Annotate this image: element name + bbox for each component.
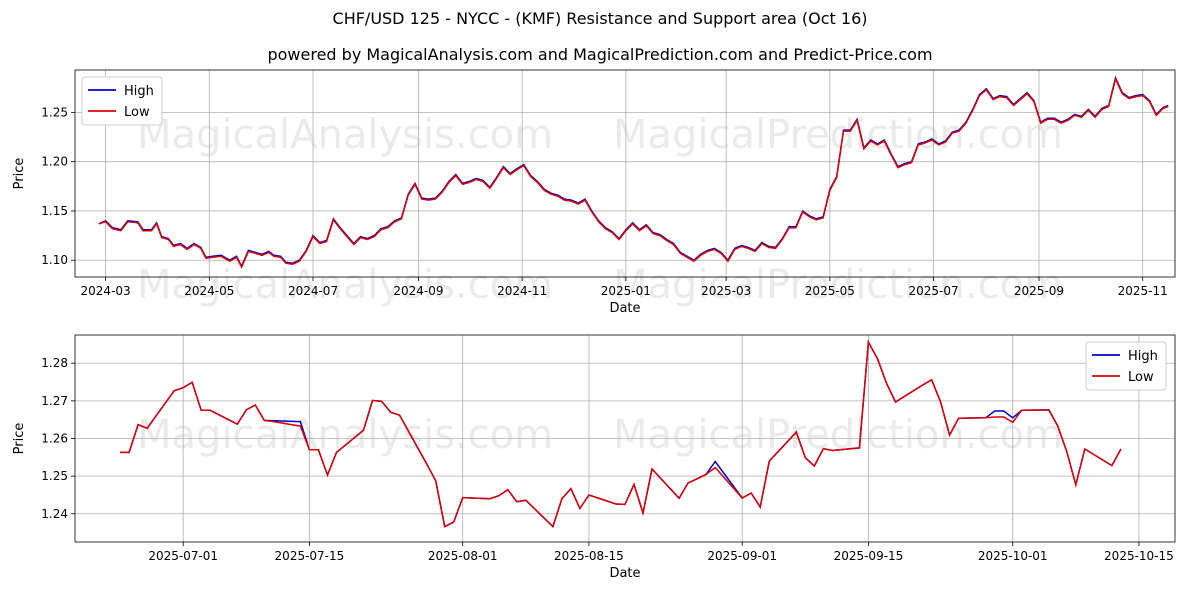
- x-tick-label: 2024-05: [184, 284, 234, 298]
- y-tick-label: 1.25: [41, 105, 68, 119]
- x-tick-label: 2025-07-01: [148, 549, 218, 563]
- x-tick-label: 2025-05: [805, 284, 855, 298]
- legend-box: [81, 76, 163, 126]
- watermark-text: MagicalAnalysis.com: [137, 112, 553, 158]
- legend-box: [1085, 341, 1167, 391]
- y-tick-label: 1.10: [41, 253, 68, 267]
- chart-subtitle: powered by MagicalAnalysis.com and Magic…: [267, 45, 933, 64]
- watermark-text: MagicalAnalysis.com: [137, 262, 553, 308]
- y-axis-label: Price: [12, 158, 27, 190]
- x-axis-label: Date: [609, 566, 640, 581]
- x-tick-label: 2025-10-01: [978, 549, 1048, 563]
- x-tick-label: 2025-07-15: [275, 549, 345, 563]
- series-line-low: [98, 76, 1169, 269]
- x-tick-label: 2025-07: [909, 284, 959, 298]
- y-tick-label: 1.28: [41, 356, 68, 370]
- x-tick-label: 2025-11: [1118, 284, 1168, 298]
- x-tick-label: 2025-10-15: [1104, 549, 1174, 563]
- watermark-text: MagicalAnalysis.com: [137, 412, 553, 458]
- series-line-high: [98, 75, 1169, 268]
- x-axis-label: Date: [609, 301, 640, 316]
- series-line-low: [120, 339, 1122, 528]
- chart-panel-2: MagicalAnalysis.com MagicalPrediction.com…: [12, 334, 1176, 581]
- x-tick-label: 2025-08-15: [554, 549, 624, 563]
- x-tick-label: 2025-03: [701, 284, 751, 298]
- y-tick-label: 1.25: [41, 469, 68, 483]
- legend: High Low: [1085, 341, 1167, 391]
- x-tick-label: 2024-03: [81, 284, 131, 298]
- plot-frame: [74, 334, 1176, 543]
- x-tick-label: 2025-08-01: [428, 549, 498, 563]
- x-tick-label: 2024-09: [393, 284, 443, 298]
- y-tick-label: 1.26: [41, 432, 68, 446]
- legend-label-low: Low: [124, 105, 150, 120]
- legend-label-high: High: [124, 84, 154, 99]
- y-tick-label: 1.27: [41, 394, 68, 408]
- y-tick-label: 1.24: [41, 507, 68, 521]
- x-tick-label: 2025-01: [601, 284, 651, 298]
- x-tick-label: 2025-09-15: [834, 549, 904, 563]
- legend-label-high: High: [1128, 349, 1158, 364]
- chart-panel-1: MagicalAnalysis.com MagicalPrediction.com…: [12, 69, 1176, 316]
- watermark-text: MagicalPrediction.com: [613, 112, 1063, 158]
- chart-title: CHF/USD 125 - NYCC - (KMF) Resistance an…: [332, 9, 868, 28]
- x-tick-label: 2025-09-01: [707, 549, 777, 563]
- watermark-text: MagicalPrediction.com: [613, 412, 1063, 458]
- plot-frame: [74, 69, 1176, 278]
- watermark-text: MagicalPrediction.com: [613, 262, 1063, 308]
- y-tick-label: 1.20: [41, 155, 68, 169]
- legend: High Low: [81, 76, 163, 126]
- legend-label-low: Low: [1128, 370, 1154, 385]
- x-tick-label: 2025-09: [1014, 284, 1064, 298]
- x-tick-label: 2024-11: [497, 284, 547, 298]
- y-tick-label: 1.15: [41, 204, 68, 218]
- y-axis-label: Price: [12, 423, 27, 455]
- x-tick-label: 2024-07: [288, 284, 338, 298]
